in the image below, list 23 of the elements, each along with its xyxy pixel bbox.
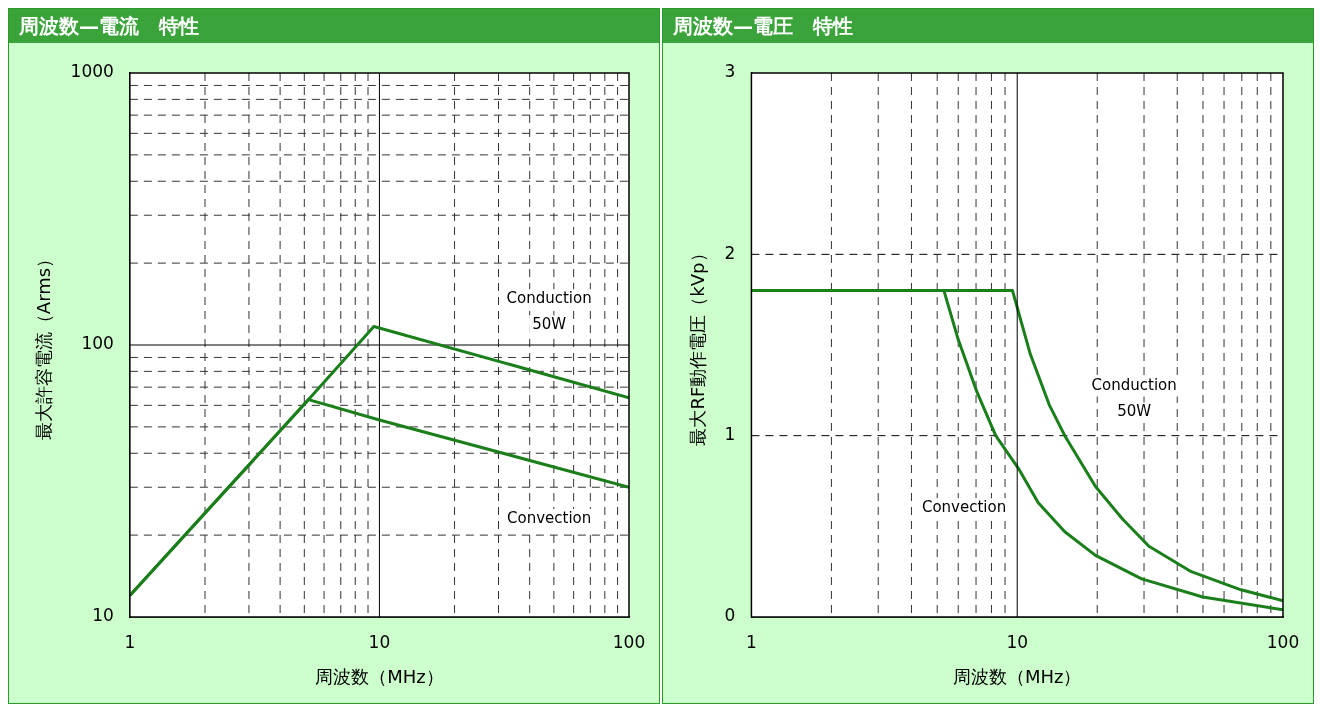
chart-title: 周波数—電流 特性: [9, 9, 659, 43]
text: Conduction 50W: [1091, 376, 1177, 421]
y-tick-label: 1: [724, 424, 736, 445]
y-tick-label: 1000: [70, 61, 114, 82]
series-label: Convection: [921, 498, 1007, 517]
x-tick-label: 100: [1266, 631, 1300, 652]
x-tick-label: 10: [368, 631, 391, 652]
x-tick-label: 1: [746, 631, 757, 652]
series-label: Conduction 50W: [506, 289, 592, 334]
y-tick-label: 0: [724, 605, 736, 626]
y-axis-title: 最大許容電流（Arms）: [33, 249, 55, 441]
x-tick-label: 10: [1006, 631, 1029, 652]
y-tick-label: 10: [92, 605, 114, 626]
y-tick-label: 3: [724, 61, 736, 82]
text: Convection: [507, 508, 592, 527]
y-tick-label: 2: [724, 242, 736, 263]
x-axis-title: 周波数（MHz）: [315, 665, 444, 687]
x-tick-label: 1: [124, 631, 136, 652]
chart-title: 周波数—電圧 特性: [663, 9, 1313, 43]
x-tick-label: 100: [612, 631, 646, 652]
y-axis-title: 最大RF動作電圧（kVp）: [687, 244, 709, 446]
y-tick-label: 100: [81, 333, 114, 354]
x-axis-title: 周波数（MHz）: [952, 665, 1082, 687]
